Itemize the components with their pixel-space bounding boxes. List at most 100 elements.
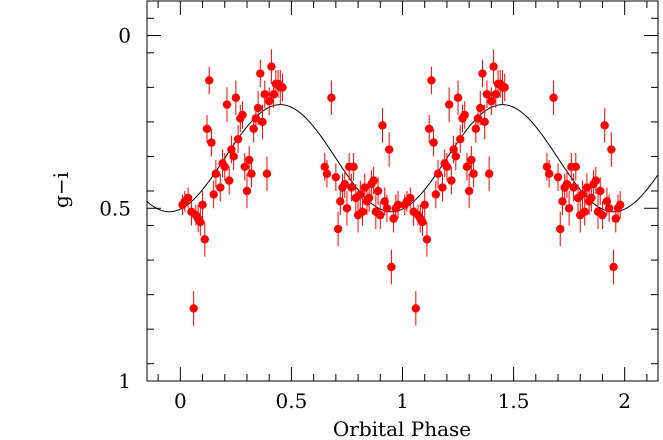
data-point (549, 93, 558, 102)
data-point (225, 176, 234, 185)
data-point (471, 124, 481, 134)
data-point (349, 162, 358, 172)
data-point (211, 169, 221, 178)
data-point (431, 190, 441, 199)
data-point (258, 117, 267, 127)
data-point (198, 200, 207, 210)
y-tick-label: 0 (118, 24, 131, 48)
data-point (491, 90, 501, 99)
data-point (260, 90, 269, 99)
data-point (418, 217, 427, 227)
data-point (229, 152, 238, 161)
data-point (489, 62, 498, 71)
data-layer (146, 49, 659, 326)
data-point (571, 162, 580, 172)
data-point (422, 235, 432, 244)
data-point (327, 93, 336, 102)
data-point (447, 176, 456, 185)
x-tick-label: 1 (396, 389, 409, 413)
data-point (264, 96, 274, 106)
data-point (427, 76, 436, 85)
data-point (356, 190, 365, 199)
data-point (220, 162, 229, 172)
data-point (451, 152, 461, 161)
data-point (558, 197, 567, 206)
data-point (233, 134, 243, 144)
data-point (469, 169, 478, 178)
data-point (393, 200, 403, 210)
data-point (358, 207, 367, 216)
data-point (429, 138, 438, 147)
data-point (453, 93, 463, 102)
y-axis-title: g−i (49, 172, 73, 208)
data-point (331, 172, 341, 182)
data-point (189, 304, 198, 313)
x-tick-label: 2 (618, 389, 631, 413)
data-point (438, 183, 447, 192)
data-point (267, 62, 276, 71)
data-point (460, 110, 469, 120)
data-point (240, 162, 249, 172)
data-point (209, 190, 218, 199)
data-point (587, 193, 596, 203)
data-point (340, 179, 349, 189)
y-tick-label: 0.5 (99, 196, 131, 220)
data-point (607, 145, 616, 154)
data-point (480, 117, 489, 127)
x-tick-label: 0 (174, 389, 187, 413)
data-point (382, 204, 392, 213)
data-point (384, 145, 394, 154)
data-point (609, 262, 618, 272)
data-point (373, 186, 383, 196)
axis-ticks: 0 0.5 1 1.5 2 0 0.5 1 (99, 1, 658, 413)
data-point (482, 90, 492, 99)
data-point (553, 172, 563, 182)
x-tick-label: 1.5 (498, 389, 530, 413)
data-point (216, 183, 225, 192)
data-point (262, 169, 272, 178)
data-point (196, 217, 205, 227)
data-point (484, 169, 494, 178)
data-point (580, 207, 589, 216)
data-point (347, 183, 356, 192)
data-point (253, 103, 263, 113)
data-point (387, 262, 396, 272)
data-point (556, 224, 565, 234)
data-point (433, 169, 443, 178)
data-point (420, 200, 429, 210)
data-point (456, 134, 465, 144)
data-point (222, 100, 232, 109)
data-point (500, 83, 509, 92)
data-point (342, 204, 352, 213)
data-point (249, 124, 258, 134)
data-point (562, 179, 572, 189)
data-point (569, 183, 578, 192)
data-point (336, 197, 345, 206)
data-point (322, 169, 332, 178)
data-point (444, 100, 454, 109)
data-point (591, 176, 600, 185)
data-point (598, 210, 607, 220)
data-point (205, 76, 214, 85)
data-point (245, 155, 254, 165)
data-point (333, 224, 343, 234)
y-tick-label: 1 (118, 369, 131, 393)
data-point (616, 200, 625, 210)
data-point (376, 210, 385, 220)
data-point (596, 186, 605, 196)
data-point (442, 162, 452, 172)
data-point (256, 69, 265, 78)
data-point (578, 190, 587, 199)
data-point (544, 169, 554, 178)
data-point (464, 186, 474, 196)
data-point (202, 124, 212, 134)
data-point (183, 193, 193, 203)
data-point (269, 90, 278, 99)
data-point (611, 214, 620, 223)
data-point (424, 124, 434, 134)
data-point (200, 235, 209, 244)
data-point (564, 204, 574, 213)
data-point (369, 176, 378, 185)
x-tick-label: 0.5 (276, 389, 308, 413)
data-point (207, 138, 216, 147)
